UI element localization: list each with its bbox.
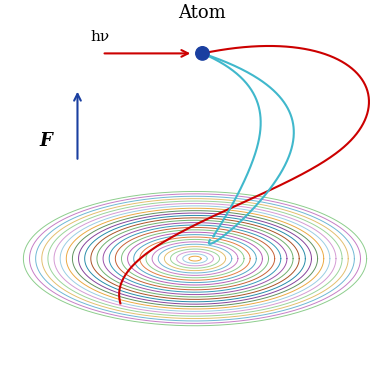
Text: hν: hν <box>90 30 110 44</box>
Text: F: F <box>39 132 52 150</box>
Circle shape <box>196 47 209 60</box>
Text: Atom: Atom <box>179 4 226 22</box>
